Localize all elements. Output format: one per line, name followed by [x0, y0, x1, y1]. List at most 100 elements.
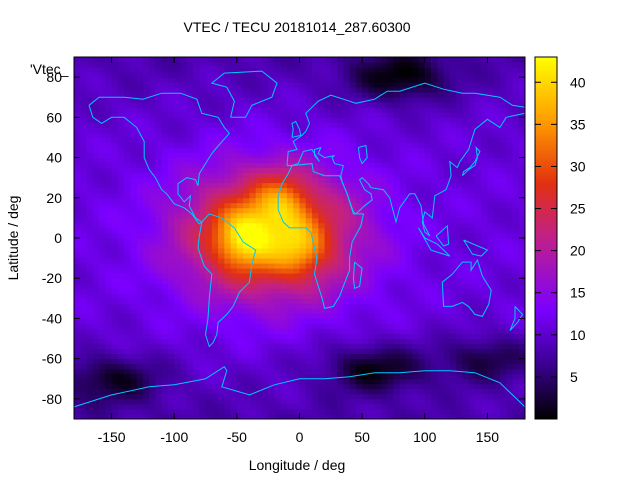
heat-cell: [449, 132, 457, 138]
heat-cell: [268, 152, 275, 158]
heat-cell: [499, 273, 507, 279]
heat-cell: [330, 393, 338, 400]
heat-cell: [305, 112, 313, 118]
heat-cell: [199, 333, 206, 339]
heat-cell: [393, 283, 401, 289]
heat-cell: [261, 273, 269, 279]
heat-cell: [355, 97, 363, 103]
heat-cell: [261, 202, 269, 209]
heat-cell: [261, 238, 269, 244]
heat-cell: [362, 263, 369, 269]
heat-cell: [355, 298, 363, 304]
heat-cell: [268, 142, 275, 148]
heat-cell: [462, 82, 470, 88]
heat-cell: [186, 293, 194, 299]
heat-cell: [130, 273, 138, 279]
heat-cell: [211, 67, 219, 73]
heat-cell: [437, 207, 444, 214]
heat-cell: [174, 212, 181, 219]
heat-cell: [236, 192, 244, 199]
heat-cell: [99, 378, 106, 385]
heat-cell: [424, 122, 432, 128]
heat-cell: [211, 102, 219, 108]
heat-cell: [199, 157, 206, 163]
heat-cell: [299, 333, 307, 339]
heat-cell: [387, 303, 394, 309]
heat-cell: [142, 232, 150, 239]
heat-cell: [355, 92, 363, 98]
heat-cell: [349, 107, 357, 113]
heat-cell: [518, 333, 526, 339]
heat-cell: [111, 87, 119, 93]
heat-cell: [80, 82, 87, 88]
heat-cell: [487, 318, 495, 324]
heat-cell: [218, 263, 225, 269]
heat-cell: [255, 147, 263, 153]
heat-cell: [343, 147, 351, 153]
heat-cell: [167, 298, 175, 304]
heat-cell: [349, 378, 357, 385]
heat-cell: [199, 97, 206, 103]
heat-cell: [92, 167, 100, 174]
heat-cell: [249, 293, 257, 299]
heat-cell: [343, 393, 351, 400]
heat-cell: [74, 182, 81, 189]
heat-cell: [468, 388, 476, 395]
heat-cell: [74, 283, 81, 289]
heat-cell: [224, 152, 231, 158]
heat-cell: [437, 147, 444, 153]
heat-cell: [418, 263, 426, 269]
heat-cell: [255, 333, 263, 339]
heat-cell: [155, 328, 163, 334]
heat-cell: [293, 358, 300, 365]
heat-cell: [481, 157, 488, 163]
heat-cell: [124, 308, 131, 314]
heat-cell: [418, 353, 426, 360]
heat-cell: [368, 122, 376, 128]
heat-cell: [80, 162, 87, 169]
heat-cell: [443, 112, 451, 118]
heat-cell: [155, 127, 163, 133]
heat-cell: [117, 217, 125, 224]
heat-cell: [80, 398, 87, 405]
heat-cell: [312, 142, 319, 148]
heat-cell: [149, 253, 156, 259]
heat-cell: [449, 363, 457, 370]
heat-cell: [211, 87, 219, 93]
heat-cell: [86, 127, 94, 133]
heat-cell: [487, 408, 495, 415]
heat-cell: [136, 293, 144, 299]
heat-cell: [180, 162, 188, 169]
heat-cell: [243, 107, 250, 113]
heat-cell: [193, 373, 200, 380]
heat-cell: [105, 413, 112, 420]
heat-cell: [318, 132, 325, 138]
heat-cell: [105, 278, 112, 284]
heat-cell: [462, 127, 470, 133]
heat-cell: [111, 388, 119, 395]
heat-cell: [105, 358, 112, 365]
heat-cell: [499, 87, 507, 93]
heat-cell: [155, 288, 163, 294]
heat-cell: [456, 122, 463, 128]
heat-cell: [268, 92, 275, 98]
heat-cell: [142, 333, 150, 339]
heat-cell: [355, 197, 363, 204]
heat-cell: [474, 197, 482, 204]
heat-cell: [368, 112, 376, 118]
heat-cell: [268, 162, 275, 169]
heat-cell: [161, 147, 169, 153]
heat-cell: [286, 207, 294, 214]
heat-cell: [293, 298, 300, 304]
heat-cell: [218, 278, 225, 284]
heat-cell: [437, 82, 444, 88]
heat-cell: [136, 383, 144, 390]
heat-cell: [243, 313, 250, 319]
heat-cell: [268, 383, 275, 390]
heat-cell: [405, 202, 413, 209]
heat-cell: [299, 107, 307, 113]
heat-cell: [324, 112, 332, 118]
heat-cell: [117, 363, 125, 370]
heat-cell: [368, 268, 376, 274]
heat-cell: [512, 278, 520, 284]
